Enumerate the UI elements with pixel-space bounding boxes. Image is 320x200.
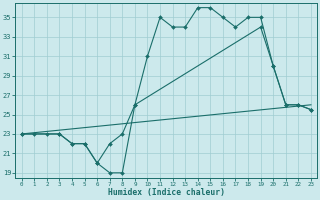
- X-axis label: Humidex (Indice chaleur): Humidex (Indice chaleur): [108, 188, 225, 197]
